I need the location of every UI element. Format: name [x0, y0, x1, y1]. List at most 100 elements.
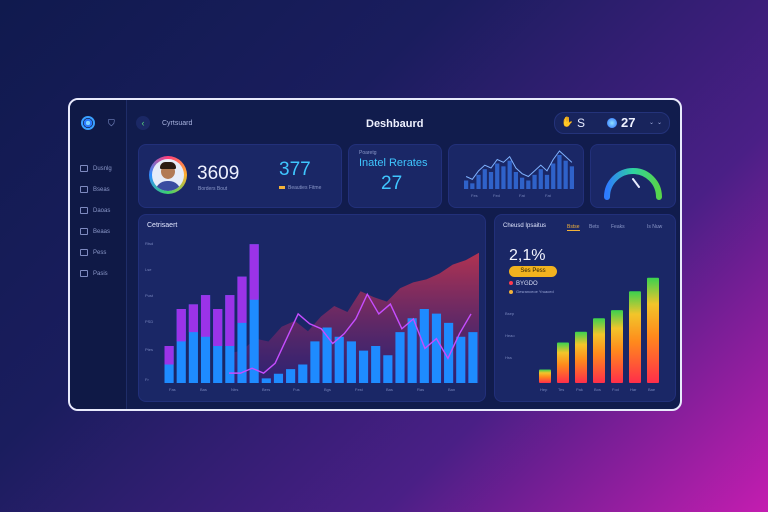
bar — [188, 304, 198, 383]
bar — [273, 373, 284, 383]
bar — [431, 313, 442, 383]
main-chart — [164, 244, 479, 383]
bar-top-segment — [213, 309, 223, 346]
x-tick: Pak — [576, 387, 583, 392]
right-bar — [539, 369, 551, 383]
bar — [200, 295, 211, 383]
y-tick: Hss — [505, 355, 512, 360]
mini-chart-card: Fes Fed Fat Fat — [448, 144, 584, 208]
hand-icon: ✋ — [561, 117, 574, 128]
period-pill[interactable]: Ses Pess — [509, 266, 557, 277]
logo-icon[interactable] — [81, 116, 95, 130]
sidebar-item-3[interactable]: Daoas — [80, 200, 112, 221]
y-tick: Ptes — [145, 347, 154, 352]
tab-2[interactable]: Bets — [589, 224, 600, 230]
x-tick: Tes — [558, 387, 565, 392]
x-tick: Fod — [612, 387, 619, 392]
rates-title: Inatel Rerates — [359, 157, 428, 169]
mini-bar — [532, 174, 537, 189]
stat-primary: 3609 — [197, 163, 240, 184]
sidebar-item-5[interactable]: Pess — [80, 242, 112, 263]
bar — [468, 332, 478, 383]
right-bar — [575, 331, 587, 383]
sidebar-item-label: Daoas — [93, 207, 111, 214]
sidebar-item-2[interactable]: Bseas — [80, 179, 112, 200]
right-bar — [629, 291, 641, 383]
right-stat: 2,1% — [509, 247, 546, 264]
line-series — [229, 292, 472, 374]
mini-bar — [470, 183, 475, 189]
mini-bar — [513, 172, 518, 189]
legend-swatch — [509, 289, 513, 294]
tab-3[interactable]: Feaks — [611, 224, 625, 230]
mini-bar — [507, 160, 512, 189]
mini-bar — [551, 163, 556, 189]
bar — [322, 327, 332, 383]
gauge-card — [590, 144, 676, 208]
right-bar — [593, 318, 605, 383]
bar — [334, 336, 344, 383]
mini-bar — [501, 166, 506, 189]
bar — [286, 369, 296, 383]
tab-1[interactable]: Bstse — [567, 224, 580, 231]
mini-bar — [520, 177, 525, 189]
right-chart-panel: Cheusd Ipsaitus Bstse Bets Feaks Is Nuw … — [494, 214, 676, 402]
x-tick: Ntrs — [231, 387, 239, 392]
avatar[interactable] — [149, 156, 187, 194]
mini-bar — [464, 180, 469, 189]
legend-swatch — [509, 281, 513, 286]
mini-bar — [476, 174, 481, 189]
legend-item-1: BYGDO — [509, 281, 538, 287]
user-status-pill[interactable]: ✋ S 27 ⌄ ⌄ — [554, 112, 670, 134]
legend-item-2: Gesranceoe Yruaced — [509, 289, 554, 294]
shield-icon[interactable]: ⛉ — [108, 118, 115, 128]
bar — [346, 341, 356, 383]
stat-secondary-label: Beauties Fitme — [279, 185, 321, 191]
mini-bar — [482, 169, 487, 189]
gauge-needle — [632, 178, 640, 188]
x-tick: Bos — [594, 387, 601, 392]
back-button[interactable]: ‹ — [136, 116, 150, 130]
mini-bar — [488, 172, 494, 189]
folder-icon — [80, 207, 88, 214]
rates-card: Poaretg Inatel Rerates 27 — [348, 144, 442, 208]
grid-icon — [80, 165, 88, 172]
bar — [395, 332, 405, 383]
x-tick: Fas — [169, 387, 176, 392]
y-tick: Bsep — [505, 311, 515, 316]
sidebar-item-label: Pasis — [93, 270, 108, 277]
tab-4[interactable]: Is Nuw — [647, 224, 663, 230]
bar — [310, 341, 320, 383]
mini-x-label: Fed — [493, 193, 500, 198]
top-bar: ‹ Cyrtsuard Deshbaurd ✋ S 27 ⌄ ⌄ — [126, 100, 680, 144]
menu-chevron-icon[interactable]: ⌄ ⌄ — [649, 120, 663, 126]
bar — [456, 336, 466, 383]
breadcrumb[interactable]: Cyrtsuard — [162, 120, 193, 127]
main-chart-panel: Cetrisaert Rtsd Lse Pust PSD Ptes Fr Fas… — [138, 214, 486, 402]
sidebar-item-6[interactable]: Pasis — [80, 263, 112, 284]
bar — [298, 364, 308, 383]
right-chart-title: Cheusd Ipsaitus — [503, 223, 547, 229]
y-tick: Rtsd — [145, 241, 154, 246]
sidebar-nav: Dusnlg Bseas Daoas Beaas Pess Pasis — [80, 158, 112, 284]
mini-x-label: Fat — [545, 193, 551, 198]
x-tick: Ban — [448, 387, 456, 392]
mini-x-label: Fat — [519, 193, 525, 198]
bar — [358, 350, 369, 383]
bar — [444, 322, 454, 383]
x-tick: Bgs — [324, 387, 331, 392]
sidebar-item-1[interactable]: Dusnlg — [80, 158, 112, 179]
x-tick: Hep — [540, 387, 548, 392]
sidebar-item-label: Pess — [93, 249, 107, 256]
sidebar-item-4[interactable]: Beaas — [80, 221, 112, 242]
right-bar — [557, 342, 569, 383]
mini-bar — [563, 160, 568, 189]
bar-top-segment — [249, 244, 259, 300]
x-tick: Har — [630, 387, 637, 392]
status-symbol: S — [577, 116, 586, 130]
sidebar-item-label: Dusnlg — [93, 165, 112, 172]
mini-bar — [544, 174, 550, 189]
main-chart-title: Cetrisaert — [147, 222, 178, 229]
mini-bar — [538, 169, 543, 189]
chart-icon — [80, 186, 88, 193]
